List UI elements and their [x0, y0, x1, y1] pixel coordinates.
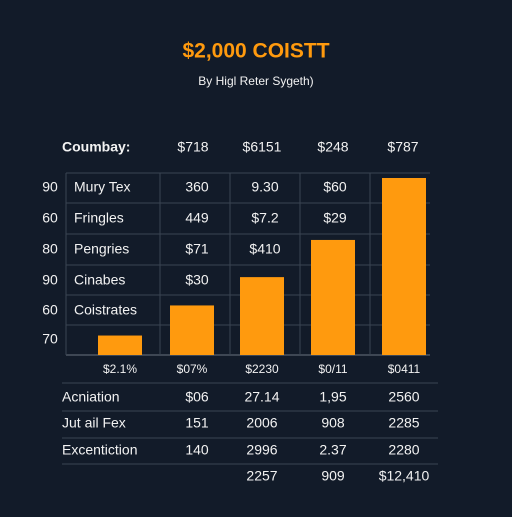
row-index: 60 — [42, 302, 58, 318]
header-cell: $248 — [317, 139, 348, 155]
row-cell: 449 — [185, 210, 209, 226]
lower-cell: 151 — [185, 415, 209, 431]
row-cell: $7.2 — [251, 210, 278, 226]
row-cell: $410 — [249, 241, 280, 257]
bar — [170, 305, 214, 355]
row-cell: $30 — [185, 272, 209, 288]
bar-label: $0/11 — [318, 362, 347, 376]
lower-cell: 140 — [185, 442, 209, 458]
lower-label: Jut ail Fex — [62, 415, 126, 431]
lower-cell: 2006 — [246, 415, 277, 431]
bar-label: $2.1% — [103, 362, 137, 376]
lower-cell: 2285 — [388, 415, 419, 431]
lower-label: Excentiction — [62, 442, 137, 458]
row-index: 80 — [42, 241, 58, 257]
header-cell: $787 — [387, 139, 418, 155]
row-index: 70 — [42, 331, 58, 347]
row-label: Cinabes — [74, 272, 125, 288]
row-cell: $60 — [323, 179, 347, 195]
row-index: 90 — [42, 272, 58, 288]
lower-cell: $06 — [185, 389, 209, 405]
lower-cell: 2.37 — [319, 442, 346, 458]
row-cell: 9.30 — [251, 179, 278, 195]
lower-cell: 2996 — [246, 442, 277, 458]
row-index: 90 — [42, 179, 58, 195]
row-label: Coistrates — [74, 302, 137, 318]
row-index: 60 — [42, 210, 58, 226]
bar — [382, 178, 426, 355]
row-cell: $71 — [185, 241, 209, 257]
header-cell: Coumbay: — [62, 139, 130, 155]
total-cell: 909 — [321, 468, 345, 484]
row-label: Mury Tex — [74, 179, 131, 195]
subtitle: By Higl Reter Sygeth) — [198, 74, 313, 88]
bar — [311, 239, 355, 355]
total-cell: $12,410 — [379, 468, 430, 484]
lower-cell: 27.14 — [244, 389, 279, 405]
lower-cell: 2280 — [388, 442, 419, 458]
lower-label: Acniation — [62, 389, 120, 405]
title: $2,000 COISTT — [182, 40, 329, 63]
row-label: Pengries — [74, 241, 129, 257]
total-cell: 2257 — [246, 468, 277, 484]
header-cell: $6151 — [243, 139, 282, 155]
bar-label: $0411 — [388, 362, 421, 376]
lower-cell: 2560 — [388, 389, 419, 405]
grid — [62, 172, 438, 465]
bar — [240, 277, 284, 355]
bar-label: $2230 — [245, 362, 279, 376]
bar-label: $07% — [177, 362, 208, 376]
row-cell: $29 — [323, 210, 347, 226]
bar — [98, 335, 142, 355]
row-label: Fringles — [74, 210, 124, 226]
header-cell: $718 — [177, 139, 208, 155]
row-cell: 360 — [185, 179, 209, 195]
lower-cell: 908 — [321, 415, 345, 431]
lower-cell: 1,95 — [319, 389, 346, 405]
